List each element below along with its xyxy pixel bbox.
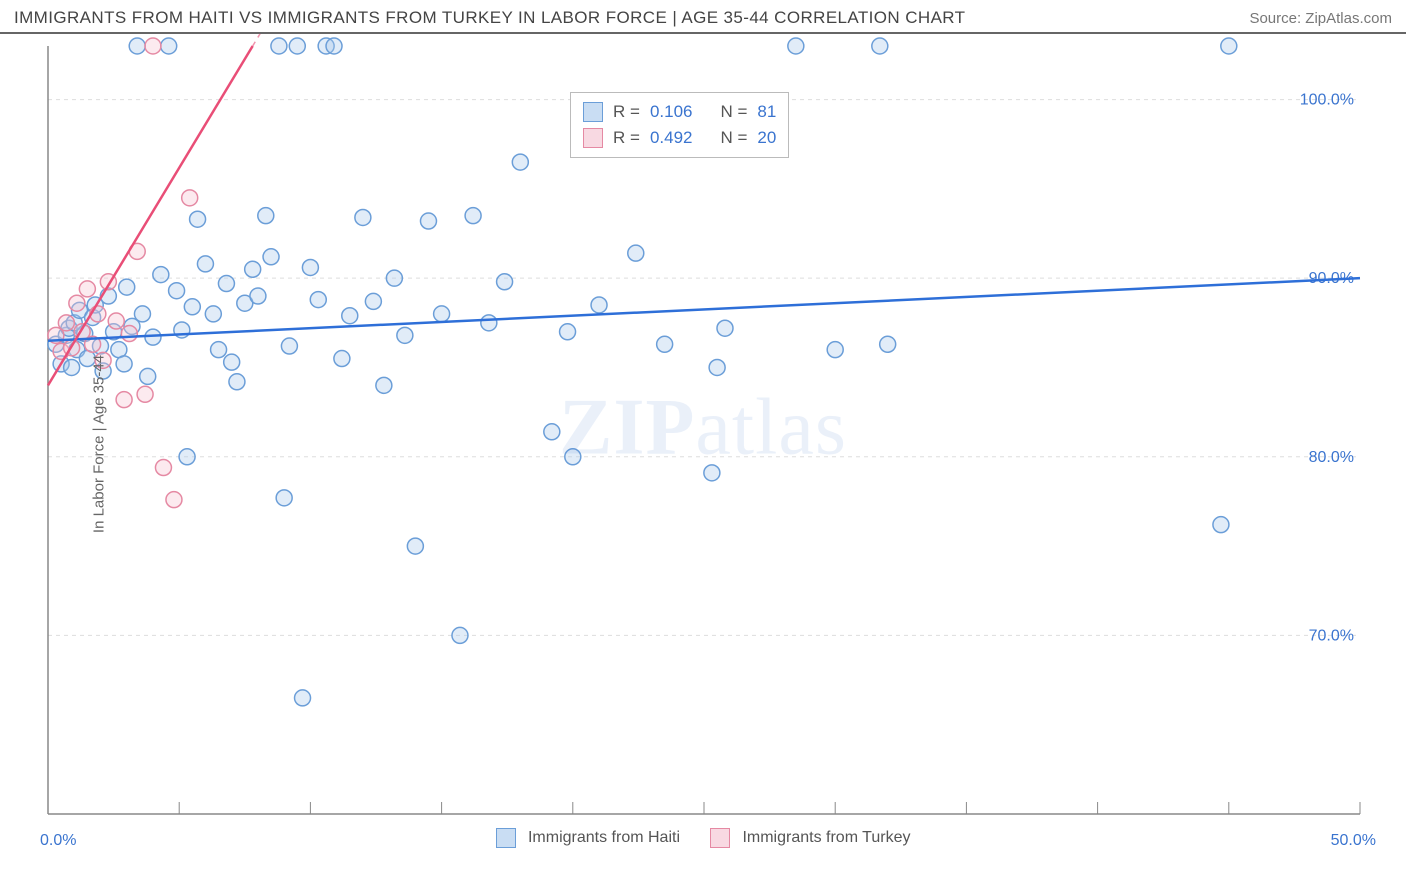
value-N-turkey: 20: [757, 128, 776, 148]
label-N: N =: [720, 128, 747, 148]
svg-text:80.0%: 80.0%: [1309, 449, 1354, 466]
swatch-turkey: [583, 128, 603, 148]
source-attribution: Source: ZipAtlas.com: [1249, 10, 1392, 27]
footer-label-turkey: Immigrants from Turkey: [742, 829, 910, 846]
legend-row-turkey: R = 0.492 N = 20: [583, 125, 776, 151]
chart-header: IMMIGRANTS FROM HAITI VS IMMIGRANTS FROM…: [0, 0, 1406, 34]
footer-label-haiti: Immigrants from Haiti: [528, 829, 680, 846]
chart-area: In Labor Force | Age 35-44 70.0%80.0%90.…: [0, 34, 1406, 854]
label-N: N =: [720, 102, 747, 122]
swatch-haiti-icon: [496, 828, 516, 848]
swatch-turkey-icon: [710, 828, 730, 848]
footer-legend: Immigrants from Haiti Immigrants from Tu…: [0, 828, 1406, 848]
correlation-legend: R = 0.106 N = 81 R = 0.492 N = 20: [570, 92, 789, 158]
swatch-haiti: [583, 102, 603, 122]
svg-text:70.0%: 70.0%: [1309, 627, 1354, 644]
value-R-turkey: 0.492: [650, 128, 693, 148]
footer-legend-item-haiti: Immigrants from Haiti: [496, 828, 680, 848]
label-R: R =: [613, 128, 640, 148]
value-R-haiti: 0.106: [650, 102, 693, 122]
footer-legend-item-turkey: Immigrants from Turkey: [710, 828, 910, 848]
value-N-haiti: 81: [757, 102, 776, 122]
chart-title: IMMIGRANTS FROM HAITI VS IMMIGRANTS FROM…: [14, 8, 965, 28]
label-R: R =: [613, 102, 640, 122]
legend-row-haiti: R = 0.106 N = 81: [583, 99, 776, 125]
y-axis-label: In Labor Force | Age 35-44: [91, 355, 108, 533]
svg-text:100.0%: 100.0%: [1300, 92, 1354, 109]
